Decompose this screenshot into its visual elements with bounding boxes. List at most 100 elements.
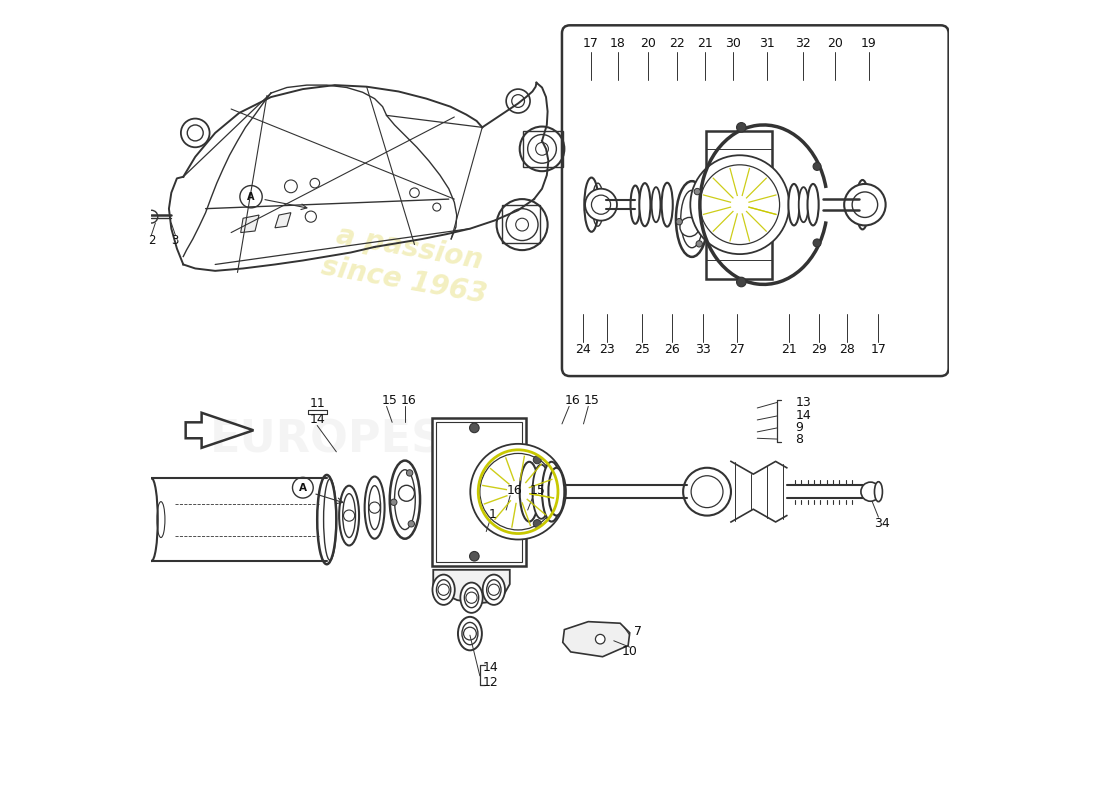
Text: 13: 13	[795, 396, 812, 409]
Text: A: A	[248, 192, 255, 202]
Ellipse shape	[639, 183, 650, 226]
Text: 20: 20	[640, 37, 656, 50]
Circle shape	[406, 470, 412, 476]
Text: 17: 17	[583, 37, 598, 50]
Ellipse shape	[549, 468, 564, 515]
Ellipse shape	[145, 478, 157, 561]
Bar	[522, 130, 563, 167]
Bar	[436, 422, 522, 562]
Ellipse shape	[542, 462, 561, 522]
Text: 1: 1	[488, 507, 496, 521]
Ellipse shape	[458, 617, 482, 650]
Text: 21: 21	[781, 343, 798, 356]
Text: 9: 9	[795, 422, 803, 434]
Text: 23: 23	[600, 343, 615, 356]
Text: 16: 16	[506, 484, 522, 498]
Text: 16: 16	[400, 394, 416, 406]
Ellipse shape	[461, 582, 483, 613]
Text: 2: 2	[147, 234, 155, 247]
Polygon shape	[563, 622, 629, 657]
Ellipse shape	[789, 184, 800, 226]
Circle shape	[408, 521, 415, 527]
Circle shape	[680, 218, 700, 237]
Ellipse shape	[676, 181, 708, 257]
Ellipse shape	[432, 574, 454, 605]
Text: 17: 17	[870, 343, 887, 356]
Text: 15: 15	[583, 394, 600, 406]
Circle shape	[737, 278, 746, 286]
Circle shape	[694, 188, 701, 194]
Circle shape	[696, 241, 703, 247]
Text: 20: 20	[827, 37, 844, 50]
Text: 15: 15	[529, 484, 546, 498]
Text: 21: 21	[697, 37, 713, 50]
Circle shape	[390, 499, 397, 506]
Text: a passion
since 1963: a passion since 1963	[319, 220, 494, 309]
Text: 28: 28	[839, 343, 856, 356]
Bar	[432, 418, 526, 566]
Circle shape	[398, 486, 415, 502]
Ellipse shape	[483, 574, 505, 605]
Circle shape	[534, 456, 541, 464]
Circle shape	[691, 155, 789, 254]
Ellipse shape	[807, 184, 818, 226]
Text: 10: 10	[621, 645, 638, 658]
FancyBboxPatch shape	[562, 26, 948, 376]
Circle shape	[595, 634, 605, 644]
Ellipse shape	[339, 486, 359, 546]
Circle shape	[534, 519, 541, 527]
Polygon shape	[433, 570, 509, 603]
Text: EUROPES: EUROPES	[210, 418, 444, 462]
Text: 27: 27	[729, 343, 746, 356]
Circle shape	[813, 162, 821, 170]
Circle shape	[676, 218, 682, 225]
Text: 11: 11	[309, 398, 326, 410]
Circle shape	[471, 444, 565, 539]
Text: 14: 14	[795, 410, 812, 422]
Circle shape	[861, 482, 880, 502]
Text: 19: 19	[861, 37, 877, 50]
Text: 18: 18	[609, 37, 626, 50]
Bar	[706, 130, 771, 279]
Text: 30: 30	[725, 37, 741, 50]
Text: 15: 15	[382, 394, 398, 406]
Text: 29: 29	[812, 343, 827, 356]
Circle shape	[737, 122, 746, 132]
Ellipse shape	[630, 186, 640, 224]
Ellipse shape	[856, 180, 869, 230]
Bar	[503, 205, 540, 243]
Text: 34: 34	[874, 517, 890, 530]
Circle shape	[683, 468, 732, 515]
Text: 33: 33	[695, 343, 711, 356]
Text: 25: 25	[634, 343, 650, 356]
Text: 26: 26	[664, 343, 680, 356]
Text: 22: 22	[669, 37, 684, 50]
Ellipse shape	[532, 465, 550, 518]
Circle shape	[813, 239, 821, 247]
Circle shape	[844, 184, 886, 226]
Text: 7: 7	[634, 625, 641, 638]
Text: 32: 32	[795, 37, 811, 50]
Ellipse shape	[519, 462, 539, 522]
Circle shape	[470, 551, 480, 561]
Text: 12: 12	[482, 676, 498, 689]
Text: 14: 14	[482, 662, 498, 674]
Ellipse shape	[799, 187, 808, 222]
Text: 8: 8	[795, 433, 803, 446]
Polygon shape	[275, 213, 290, 228]
Text: 3: 3	[172, 234, 179, 247]
Ellipse shape	[651, 187, 660, 222]
Text: A: A	[299, 482, 307, 493]
Text: 16: 16	[564, 394, 580, 406]
Text: 14: 14	[309, 414, 326, 426]
Text: 31: 31	[759, 37, 774, 50]
Circle shape	[470, 423, 480, 433]
Ellipse shape	[661, 182, 673, 226]
Ellipse shape	[364, 477, 385, 538]
Ellipse shape	[584, 178, 598, 232]
Polygon shape	[241, 215, 258, 233]
Circle shape	[585, 189, 617, 221]
Text: 24: 24	[575, 343, 591, 356]
Ellipse shape	[874, 482, 882, 502]
Ellipse shape	[389, 461, 420, 538]
